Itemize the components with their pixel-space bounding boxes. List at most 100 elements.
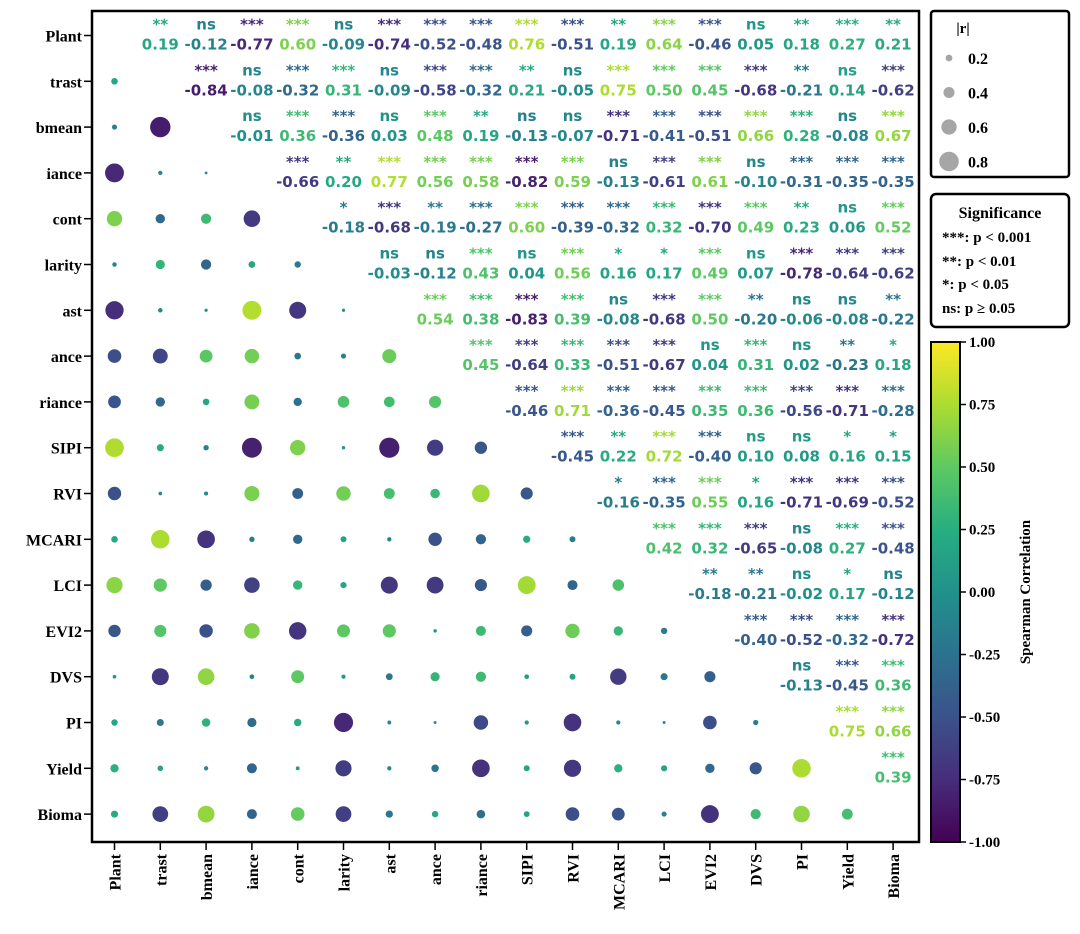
bubble-12-6 [380,576,398,594]
bubble-13-4 [288,622,307,640]
sig-label-6-13: *** [698,290,722,308]
sig-label-11-16: *** [836,519,860,537]
sig-label-15-16: *** [836,703,860,721]
r-value-4-5: -0.18 [322,219,365,237]
significance-legend-title: Significance [959,205,1042,222]
sig-label-1-11: *** [607,61,631,79]
sig-label-5-17: *** [881,245,905,263]
sig-label-11-15: ns [792,519,812,537]
bubble-14-9 [524,674,530,680]
size-legend-bubble-3 [939,151,959,172]
bubble-9-7 [427,439,444,456]
bubble-8-0 [108,395,121,409]
bubble-17-4 [290,807,305,821]
y-label-2: bmean [36,120,82,137]
bubble-12-0 [106,577,123,594]
r-value-0-14: 0.05 [737,36,774,54]
sig-label-7-17: * [889,336,897,354]
y-label-11: MCARI [26,532,82,549]
sig-entry-p001: ***: p < 0.001 [942,230,1031,246]
sig-label-13-17: *** [881,611,905,629]
colorbar-tick-label-5: -0.25 [969,648,1000,664]
sig-label-6-7: *** [423,290,447,308]
sig-label-5-12: * [660,245,668,263]
bubble-14-8 [475,671,487,682]
sig-label-11-17: *** [881,519,905,537]
r-value-1-4: -0.32 [276,81,319,99]
size-legend-label-0: 0.2 [968,51,988,68]
r-value-5-6: -0.03 [368,265,411,283]
y-label-12: LCI [54,578,82,595]
colorbar-tick-label-8: -1.00 [969,835,1000,851]
r-value-5-16: -0.64 [826,265,869,283]
bubble-10-1 [158,491,163,496]
bubble-10-0 [107,486,122,501]
r-value-1-6: -0.09 [368,81,411,99]
r-value-2-9: -0.13 [505,127,548,145]
r-value-3-16: -0.35 [826,173,869,191]
sig-label-4-7: ** [427,199,443,217]
bubble-14-6 [385,673,393,681]
sig-label-3-17: *** [881,153,905,171]
bubble-13-3 [244,623,260,639]
sig-label-5-11: * [614,245,622,263]
colorbar-tick-label-0: 1.00 [969,335,995,351]
colorbar-tick-label-6: -0.50 [969,710,1000,726]
sig-label-12-14: ** [748,565,764,583]
sig-label-9-17: * [889,428,897,446]
r-value-7-8: 0.45 [462,356,499,374]
r-value-12-16: 0.17 [829,585,866,603]
sig-label-2-8: ** [473,107,489,125]
size-legend-bubble-0 [945,54,953,62]
r-value-13-17: -0.72 [871,631,914,649]
r-value-0-6: -0.74 [368,36,411,54]
bubble-17-16 [841,808,853,820]
bubble-10-2 [204,491,209,496]
colorbar-tick-label-3: 0.25 [969,523,995,539]
sig-entry-ns: ns: p ≥ 0.05 [942,301,1015,317]
r-value-6-8: 0.38 [462,310,499,328]
sig-label-0-1: ** [152,16,168,34]
r-value-1-12: 0.50 [646,81,683,99]
r-value-10-16: -0.69 [826,494,869,512]
r-value-1-14: -0.68 [734,81,777,99]
y-label-0: Plant [46,29,83,46]
y-label-7: ance [51,349,82,366]
sig-label-5-6: ns [379,245,399,263]
bubble-16-13 [705,763,715,773]
r-value-0-7: -0.52 [413,36,456,54]
size-legend-bubble-2 [941,119,957,135]
size-legend: |r| 0.2 0.4 0.6 0.8 [929,9,1071,179]
sig-label-2-6: ns [379,107,399,125]
r-value-7-13: 0.04 [691,356,728,374]
bubble-12-9 [517,576,536,595]
bubble-13-7 [433,629,437,633]
sig-label-1-12: *** [652,61,676,79]
bubble-16-15 [792,759,811,778]
bubble-9-3 [241,437,262,458]
sig-label-2-3: ns [242,107,262,125]
r-value-10-14: 0.16 [737,494,774,512]
sig-label-10-17: *** [881,474,905,492]
size-legend-title: |r| [956,21,969,37]
bubble-17-14 [750,808,761,820]
r-value-6-11: -0.08 [597,310,640,328]
sig-label-0-17: ** [885,16,901,34]
sig-label-6-15: ns [792,290,812,308]
r-value-2-10: -0.07 [551,127,594,145]
bubble-15-9 [524,720,529,725]
bubble-11-3 [249,536,255,542]
r-value-6-13: 0.50 [691,310,728,328]
r-value-3-8: 0.58 [462,173,499,191]
x-label-5: larity [337,854,354,891]
r-value-2-4: 0.36 [279,127,316,145]
r-value-7-17: 0.18 [875,356,912,374]
sig-label-7-12: *** [652,336,676,354]
bubble-13-1 [154,624,167,637]
bubble-16-5 [335,760,352,777]
sig-label-3-6: *** [378,153,402,171]
r-value-0-10: -0.51 [551,36,594,54]
sig-label-0-13: *** [698,16,722,34]
bubble-6-5 [341,308,346,312]
